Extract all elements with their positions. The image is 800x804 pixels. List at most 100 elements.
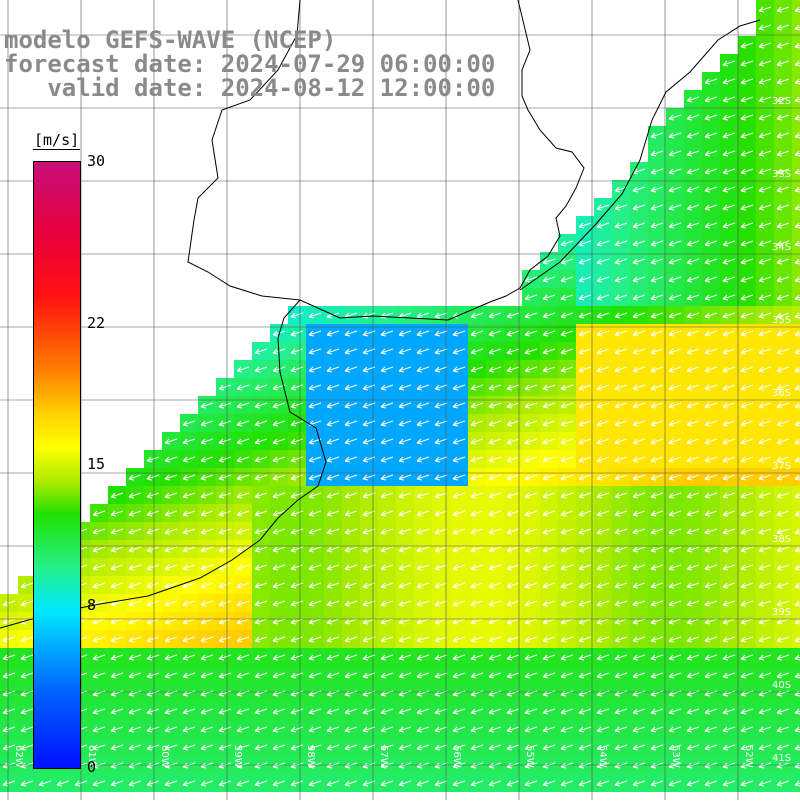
wind-arrow bbox=[506, 384, 520, 391]
latitude-label: 37S bbox=[772, 461, 791, 472]
wind-arrow bbox=[578, 348, 592, 355]
wind-arrow bbox=[740, 60, 754, 67]
wind-arrow bbox=[704, 690, 718, 697]
wind-cell bbox=[792, 450, 800, 468]
wind-arrow bbox=[254, 420, 268, 427]
wind-arrow bbox=[506, 312, 520, 319]
wind-arrow bbox=[740, 528, 754, 535]
wind-arrow bbox=[344, 582, 358, 589]
wind-arrow bbox=[596, 510, 610, 517]
wind-arrow bbox=[776, 690, 790, 697]
wind-arrow bbox=[434, 348, 448, 355]
wind-arrow bbox=[596, 258, 610, 265]
wind-arrow bbox=[668, 150, 682, 157]
wind-arrow bbox=[614, 564, 628, 571]
wind-arrow bbox=[758, 708, 772, 715]
wind-arrow bbox=[650, 708, 664, 715]
wind-arrow bbox=[290, 528, 304, 535]
wind-arrow bbox=[272, 528, 286, 535]
wind-arrow bbox=[236, 636, 250, 643]
wind-arrow bbox=[722, 96, 736, 103]
wind-arrow bbox=[722, 618, 736, 625]
longitude-label: 53W bbox=[670, 745, 681, 768]
wind-cell bbox=[792, 360, 800, 378]
wind-arrow bbox=[470, 546, 484, 553]
wind-arrow bbox=[380, 654, 394, 661]
wind-arrow bbox=[182, 780, 196, 787]
wind-arrow bbox=[632, 258, 646, 265]
wind-arrow bbox=[272, 366, 286, 373]
wind-arrow bbox=[470, 456, 484, 463]
wind-arrow bbox=[632, 348, 646, 355]
wind-arrow bbox=[146, 582, 160, 589]
wind-arrow bbox=[740, 420, 754, 427]
wind-arrow bbox=[596, 600, 610, 607]
wind-arrow bbox=[434, 312, 448, 319]
wind-arrow bbox=[470, 780, 484, 787]
wind-arrow bbox=[2, 672, 16, 679]
colorbar-tick-label: 22 bbox=[87, 313, 106, 332]
wind-arrow bbox=[146, 474, 160, 481]
wind-arrow bbox=[110, 564, 124, 571]
wind-arrow bbox=[290, 780, 304, 787]
wind-arrow bbox=[254, 618, 268, 625]
wind-arrow bbox=[308, 384, 322, 391]
wind-arrow bbox=[290, 438, 304, 445]
wind-arrow bbox=[236, 564, 250, 571]
wind-arrow bbox=[506, 744, 520, 751]
wind-arrow bbox=[416, 564, 430, 571]
wind-arrow bbox=[596, 726, 610, 733]
wind-arrow bbox=[326, 564, 340, 571]
wind-arrow bbox=[524, 456, 538, 463]
wind-arrow bbox=[452, 600, 466, 607]
wind-arrow bbox=[182, 564, 196, 571]
wind-arrow bbox=[506, 618, 520, 625]
wind-arrow bbox=[740, 384, 754, 391]
wind-arrow bbox=[722, 348, 736, 355]
wind-arrow bbox=[758, 78, 772, 85]
wind-arrow bbox=[740, 492, 754, 499]
wind-cell bbox=[792, 684, 800, 702]
wind-arrow bbox=[668, 600, 682, 607]
wind-arrow bbox=[776, 654, 790, 661]
wind-arrow bbox=[596, 528, 610, 535]
wind-arrow bbox=[470, 402, 484, 409]
wind-arrow bbox=[164, 708, 178, 715]
wind-arrow bbox=[704, 384, 718, 391]
wind-arrow bbox=[794, 240, 800, 247]
wind-arrow bbox=[182, 474, 196, 481]
wind-arrow bbox=[776, 402, 790, 409]
wind-arrow bbox=[452, 438, 466, 445]
wind-cell bbox=[792, 342, 800, 360]
wind-arrow bbox=[452, 582, 466, 589]
wind-arrow bbox=[578, 780, 592, 787]
wind-arrow bbox=[758, 420, 772, 427]
wind-arrow bbox=[128, 582, 142, 589]
wind-arrow bbox=[398, 672, 412, 679]
wind-arrow bbox=[722, 582, 736, 589]
wind-arrow bbox=[614, 582, 628, 589]
wind-arrow bbox=[722, 672, 736, 679]
wind-arrow bbox=[326, 528, 340, 535]
wind-arrow bbox=[668, 636, 682, 643]
wind-arrow bbox=[470, 330, 484, 337]
wind-arrow bbox=[452, 402, 466, 409]
wind-arrow bbox=[632, 294, 646, 301]
wind-arrow bbox=[686, 528, 700, 535]
latitude-label: 39S bbox=[772, 607, 791, 618]
wind-arrow bbox=[794, 222, 800, 229]
wind-arrow bbox=[380, 636, 394, 643]
wind-arrow bbox=[272, 420, 286, 427]
wind-arrow bbox=[668, 672, 682, 679]
wind-arrow bbox=[614, 438, 628, 445]
wind-arrow bbox=[560, 690, 574, 697]
wind-arrow bbox=[524, 564, 538, 571]
wind-arrow bbox=[236, 438, 250, 445]
wind-arrow bbox=[290, 474, 304, 481]
wind-arrow bbox=[272, 636, 286, 643]
wind-arrow bbox=[326, 600, 340, 607]
wind-arrow bbox=[542, 672, 556, 679]
wind-cell bbox=[792, 90, 800, 108]
wind-arrow bbox=[398, 456, 412, 463]
wind-arrow bbox=[776, 276, 790, 283]
